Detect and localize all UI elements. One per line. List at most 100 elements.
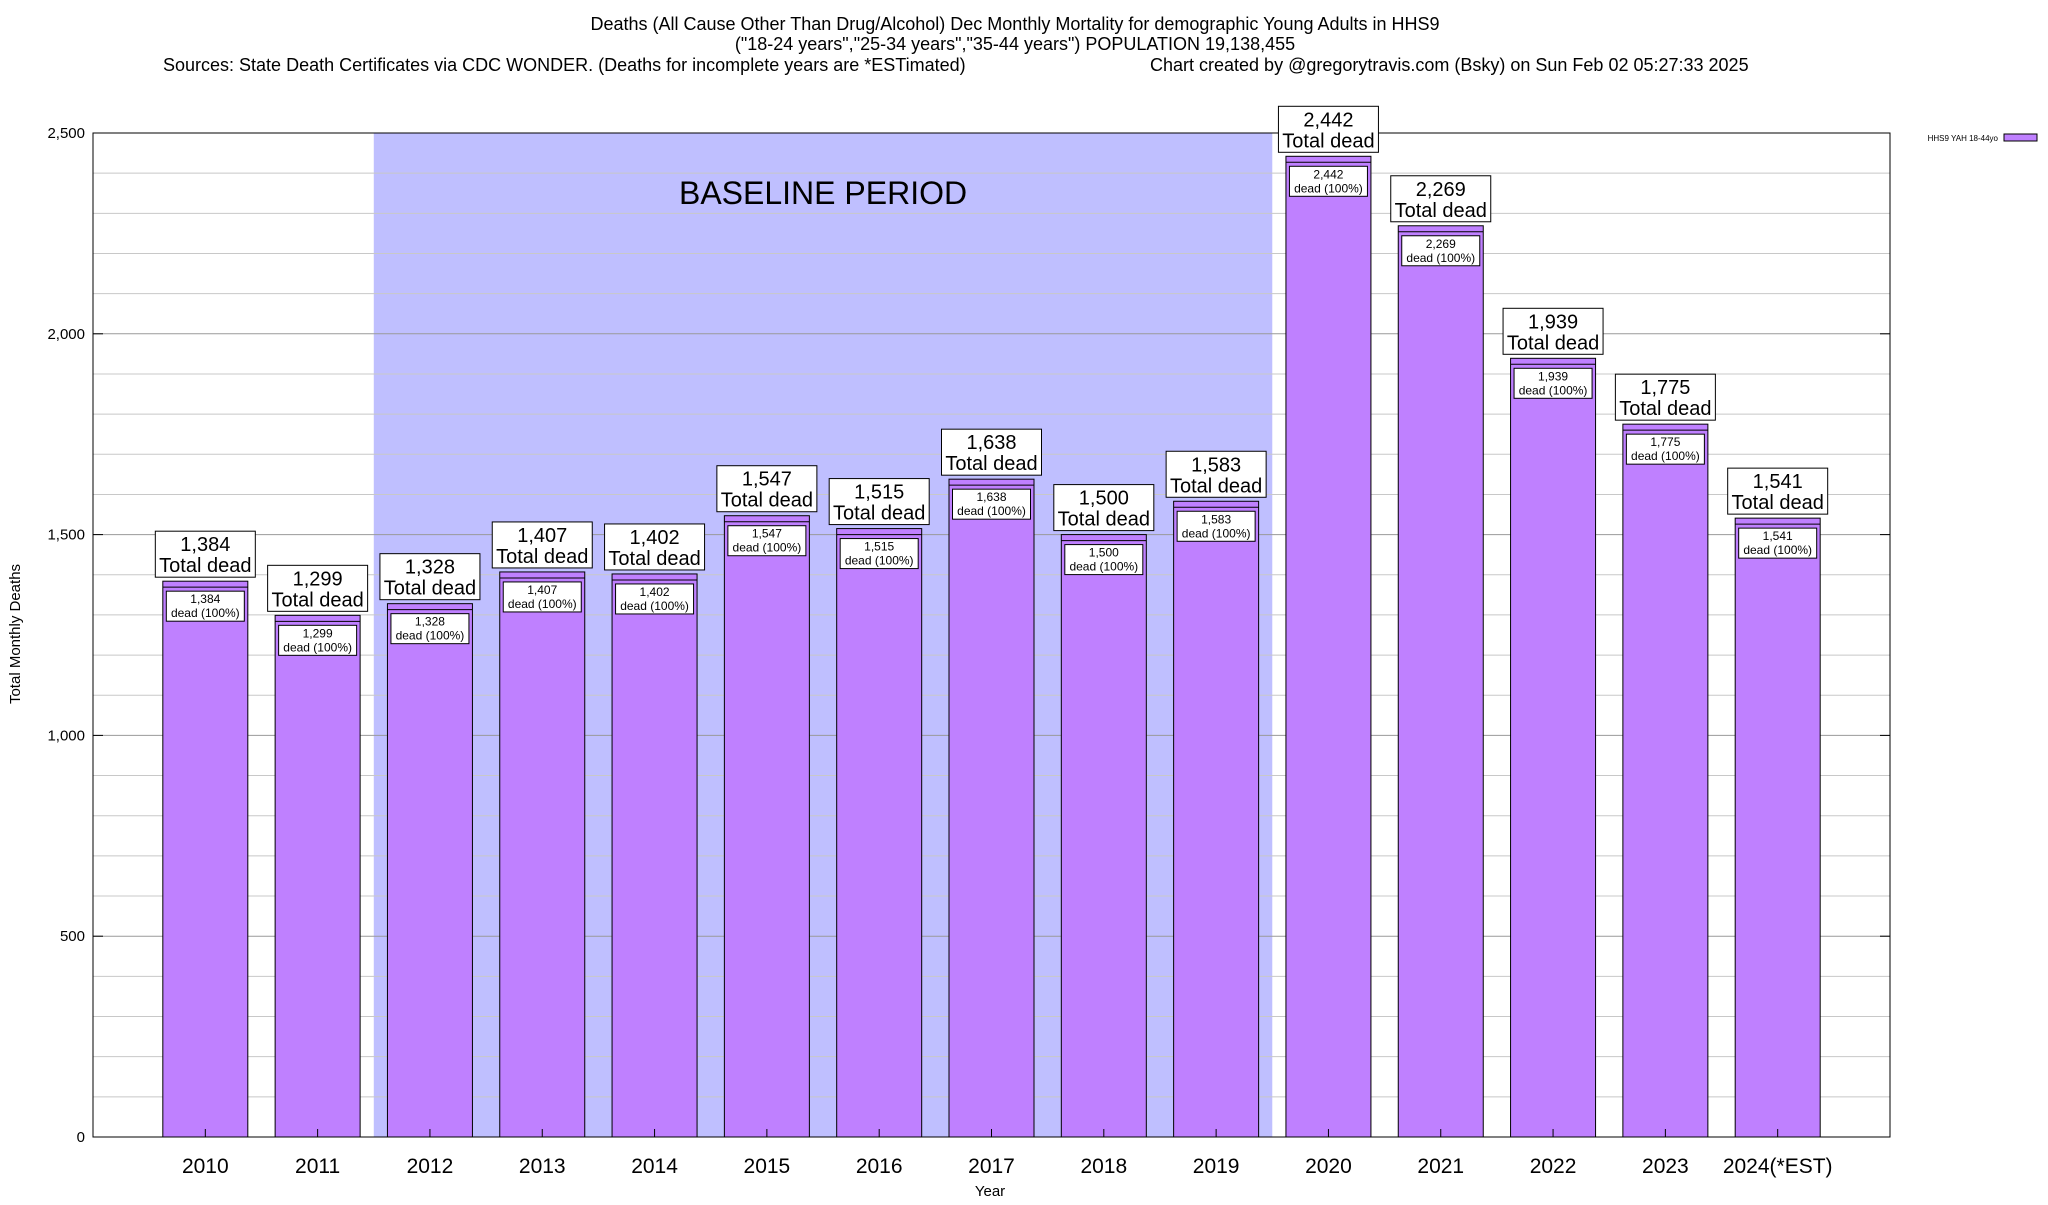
top-value-label: 1,547 [742,469,792,491]
top-total-dead-label: Total dead [1282,130,1374,152]
inner-value-label: 2,442 [1313,167,1343,181]
x-tick-label: 2023 [1642,1155,1689,1178]
bar [162,580,249,1138]
inner-percent-label: dead (100%) [1406,251,1475,265]
inner-value-label: 1,541 [1763,529,1793,543]
inner-label-box [1738,527,1818,559]
y-tick-label: 1,000 [47,727,85,744]
inner-value-label: 2,269 [1426,237,1456,251]
top-value-label: 2,269 [1416,179,1466,201]
x-tick-label: 2018 [1080,1155,1127,1178]
top-label-box [1727,467,1829,515]
top-label-box [604,523,706,571]
top-total-dead-label: Total dead [1619,398,1711,420]
chart-sources: Sources: State Death Certificates via CD… [163,55,966,75]
top-label-box [716,465,818,513]
inner-label-box [839,538,919,570]
bar [274,614,361,1138]
inner-label-box [390,613,470,645]
top-label-box [1614,373,1716,421]
y-tick-label: 500 [60,928,85,945]
top-total-dead-label: Total dead [271,589,363,611]
axes: 0 500 1,000 1,500 2,000 2,500 2010 2011 2012 2013… [47,125,1890,1178]
x-axis-label: Year [975,1183,1005,1200]
inner-label-box [1513,367,1593,399]
inner-percent-label: dead (100%) [957,504,1026,518]
top-label-box [491,521,593,569]
bar [1734,517,1821,1138]
x-tick-label: 2020 [1305,1155,1352,1178]
bar [836,528,923,1138]
top-value-label: 1,638 [966,432,1016,454]
inner-label-box [727,525,807,557]
inner-label-box [165,590,245,622]
inner-value-label: 1,515 [864,540,894,554]
top-label-box [267,564,369,612]
x-tick-label: 2014 [631,1155,678,1178]
top-value-label: 1,515 [854,482,904,504]
inner-percent-label: dead (100%) [1631,449,1700,463]
top-label-box [828,478,930,526]
y-tick-label: 2,500 [47,125,85,142]
top-value-label: 1,384 [180,534,230,556]
x-tick-label: 2019 [1193,1155,1240,1178]
bar [1510,357,1597,1138]
bar [948,478,1035,1138]
top-total-dead-label: Total dead [1395,200,1487,222]
top-label-box [1165,450,1267,498]
y-axis-label: Total Monthly Deaths [7,564,24,704]
inner-label-box [1401,235,1481,267]
inner-value-label: 1,384 [190,592,220,606]
inner-label-box [1064,544,1144,576]
top-value-label: 1,328 [405,557,455,579]
top-total-dead-label: Total dead [496,546,588,568]
bars [162,155,1821,1138]
bar [1173,500,1260,1138]
top-value-label: 1,541 [1753,471,1803,493]
inner-value-label: 1,299 [303,626,333,640]
inner-value-label: 1,638 [976,490,1006,504]
top-label-box [1390,175,1492,223]
top-total-dead-label: Total dead [833,503,925,525]
inner-label-box [1176,510,1256,542]
bar [1060,534,1147,1138]
bar [723,515,810,1138]
bar [1285,155,1372,1138]
baseline-period-label: BASELINE PERIOD [679,175,967,211]
top-value-label: 1,407 [517,525,567,547]
top-value-label: 1,775 [1640,377,1690,399]
inner-percent-label: dead (100%) [171,606,240,620]
y-tick-label: 0 [77,1129,85,1146]
inner-value-label: 1,547 [752,527,782,541]
bar [386,603,473,1138]
inner-percent-label: dead (100%) [283,640,352,654]
inner-percent-label: dead (100%) [1743,543,1812,557]
inner-percent-label: dead (100%) [845,554,914,568]
inner-label-box [615,583,695,615]
inner-value-label: 1,402 [640,585,670,599]
top-total-dead-label: Total dead [608,548,700,570]
inner-value-label: 1,775 [1650,435,1680,449]
inner-value-label: 1,583 [1201,512,1231,526]
inner-percent-label: dead (100%) [396,629,465,643]
chart-credit: Chart created by @gregorytravis.com (Bsk… [1150,55,1749,75]
x-tick-label: 2021 [1417,1155,1464,1178]
inner-percent-label: dead (100%) [508,597,577,611]
x-tick-label: 2012 [407,1155,454,1178]
top-value-label: 1,402 [630,527,680,549]
x-tick-label: 2010 [182,1155,229,1178]
y-tick-label: 1,500 [47,527,85,544]
inner-value-label: 1,407 [527,583,557,597]
inner-value-label: 1,939 [1538,369,1568,383]
inner-label-box [502,581,582,613]
bar [1622,423,1709,1138]
x-tick-label: 2016 [856,1155,903,1178]
bar [499,571,586,1138]
top-total-dead-label: Total dead [1058,509,1150,531]
top-value-label: 2,442 [1303,109,1353,131]
inner-percent-label: dead (100%) [1519,383,1588,397]
top-value-label: 1,299 [293,568,343,590]
inner-value-label: 1,328 [415,615,445,629]
